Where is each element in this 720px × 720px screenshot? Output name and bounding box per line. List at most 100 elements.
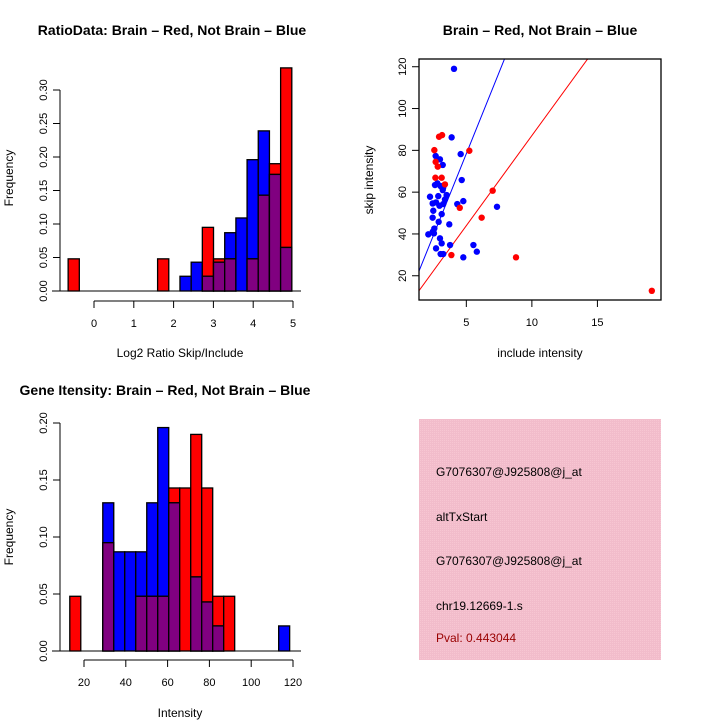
bar-brain <box>67 258 80 292</box>
point-not-brain <box>440 200 447 208</box>
y-tick-label: 100 <box>397 99 409 117</box>
gene-intensity-histogram: Gene Itensity: Brain – Red, Not Brain – … <box>2 382 311 720</box>
bar-not-brain <box>235 217 248 292</box>
y-tick-label: 0.00 <box>38 280 50 301</box>
point-not-brain <box>446 221 453 228</box>
point-brain <box>432 158 439 166</box>
scatter-ylabel: skip intensity <box>362 146 376 215</box>
point-not-brain <box>440 250 447 258</box>
y-tick-label: 40 <box>397 228 409 240</box>
point-brain <box>648 287 656 295</box>
x-tick-label: 0 <box>91 318 97 330</box>
y-tick-label: 0.10 <box>38 526 50 547</box>
bar-not-brain <box>179 275 192 292</box>
bar-overlap <box>168 502 181 652</box>
bar-not-brain <box>190 261 203 292</box>
y-tick-label: 20 <box>397 270 409 282</box>
bar-brain <box>69 595 82 652</box>
point-not-brain <box>438 210 445 218</box>
intensity-scatter: Brain – Red, Not Brain – Blue include in… <box>362 22 662 360</box>
bar-overlap <box>201 275 215 292</box>
scatter-plot: 5 10 15 20 40 60 80 100 120 <box>397 58 662 329</box>
y-tick-label: 0.30 <box>38 79 50 100</box>
fit-line-not-brain <box>419 59 506 272</box>
x-tick-label: 5 <box>290 318 296 330</box>
y-tick-label: 0.15 <box>38 469 50 490</box>
ratio-histogram-xlabel: Log2 Ratio Skip/Include <box>117 346 244 360</box>
point-brain <box>489 187 496 194</box>
x-tick-label: 60 <box>161 677 173 689</box>
point-not-brain <box>429 214 436 221</box>
pval-text: Pval: 0.443044 <box>436 631 516 645</box>
scatter-xlabel: include intensity <box>497 346 582 360</box>
bar-overlap <box>201 601 214 652</box>
point-brain <box>438 131 446 139</box>
gene-intensity-plot: 0.00 0.05 0.10 0.15 0.20 20 40 60 80 100 120 <box>38 412 302 689</box>
point-not-brain <box>432 152 439 160</box>
point-brain <box>441 181 449 188</box>
point-not-brain <box>436 235 444 242</box>
x-tick-label: 3 <box>210 318 216 330</box>
x-tick-label: 20 <box>78 677 90 689</box>
bar-not-brain <box>113 551 126 652</box>
point-not-brain <box>432 245 440 252</box>
y-tick-label: 0.25 <box>38 113 50 134</box>
gene-intensity-title: Gene Itensity: Brain – Red, Not Brain – … <box>20 382 311 398</box>
point-brain <box>432 174 439 181</box>
point-not-brain <box>430 230 438 237</box>
bar-brain <box>179 487 192 652</box>
point-not-brain <box>448 134 455 141</box>
point-not-brain <box>458 176 465 184</box>
x-tick-label: 80 <box>203 677 215 689</box>
point-brain <box>448 251 455 259</box>
bar-brain <box>156 258 170 292</box>
y-tick-label: 0.05 <box>38 247 50 268</box>
point-not-brain <box>460 254 467 261</box>
y-tick-label: 60 <box>397 186 409 198</box>
x-tick-label: 1 <box>131 318 137 330</box>
bar-brain <box>223 595 236 652</box>
info-panel-background <box>419 419 661 660</box>
bar-overlap <box>135 595 148 652</box>
x-tick-label: 40 <box>120 677 132 689</box>
point-not-brain <box>425 231 432 238</box>
x-tick-label: 10 <box>526 317 538 329</box>
x-tick-label: 100 <box>242 677 260 689</box>
point-not-brain <box>430 207 437 214</box>
bar-overlap <box>157 595 170 652</box>
y-tick-label: 0.20 <box>38 146 50 167</box>
point-not-brain <box>493 203 501 210</box>
probe-id-2: G7076307@J925808@j_at <box>436 554 582 568</box>
y-tick-label: 80 <box>397 144 409 156</box>
ratio-histogram-title: RatioData: Brain – Red, Not Brain – Blue <box>38 22 307 38</box>
point-brain <box>478 214 485 221</box>
y-tick-label: 0.05 <box>38 583 50 604</box>
bar-not-brain <box>124 551 137 652</box>
gene-intensity-xlabel: Intensity <box>158 706 203 720</box>
event-id: chr19.12669-1.s <box>436 599 523 613</box>
point-not-brain <box>446 241 454 249</box>
point-not-brain <box>438 240 445 247</box>
bar-overlap <box>246 258 259 292</box>
x-tick-label: 120 <box>284 677 302 689</box>
point-not-brain <box>450 65 458 73</box>
x-tick-label: 5 <box>463 317 469 329</box>
ratio-histogram-plot: 0.00 0.05 0.10 0.15 0.20 0.25 0.30 0 1 2 3 4 5 <box>38 67 301 330</box>
bar-overlap <box>102 542 115 652</box>
point-not-brain <box>439 186 446 194</box>
y-tick-label: 0.15 <box>38 180 50 201</box>
ratio-histogram-ylabel: Frequency <box>2 150 16 207</box>
point-brain <box>512 254 520 261</box>
point-not-brain <box>460 197 467 205</box>
point-brain <box>434 163 441 170</box>
point-brain <box>466 147 473 154</box>
point-brain <box>456 204 463 212</box>
bar-overlap <box>279 246 293 292</box>
bar-overlap <box>268 173 282 292</box>
bar-overlap <box>224 258 237 292</box>
y-tick-label: 0.00 <box>38 640 50 661</box>
point-brain <box>431 146 438 154</box>
x-tick-label: 15 <box>591 317 603 329</box>
scatter-title: Brain – Red, Not Brain – Blue <box>443 22 638 38</box>
bar-overlap <box>146 595 159 652</box>
